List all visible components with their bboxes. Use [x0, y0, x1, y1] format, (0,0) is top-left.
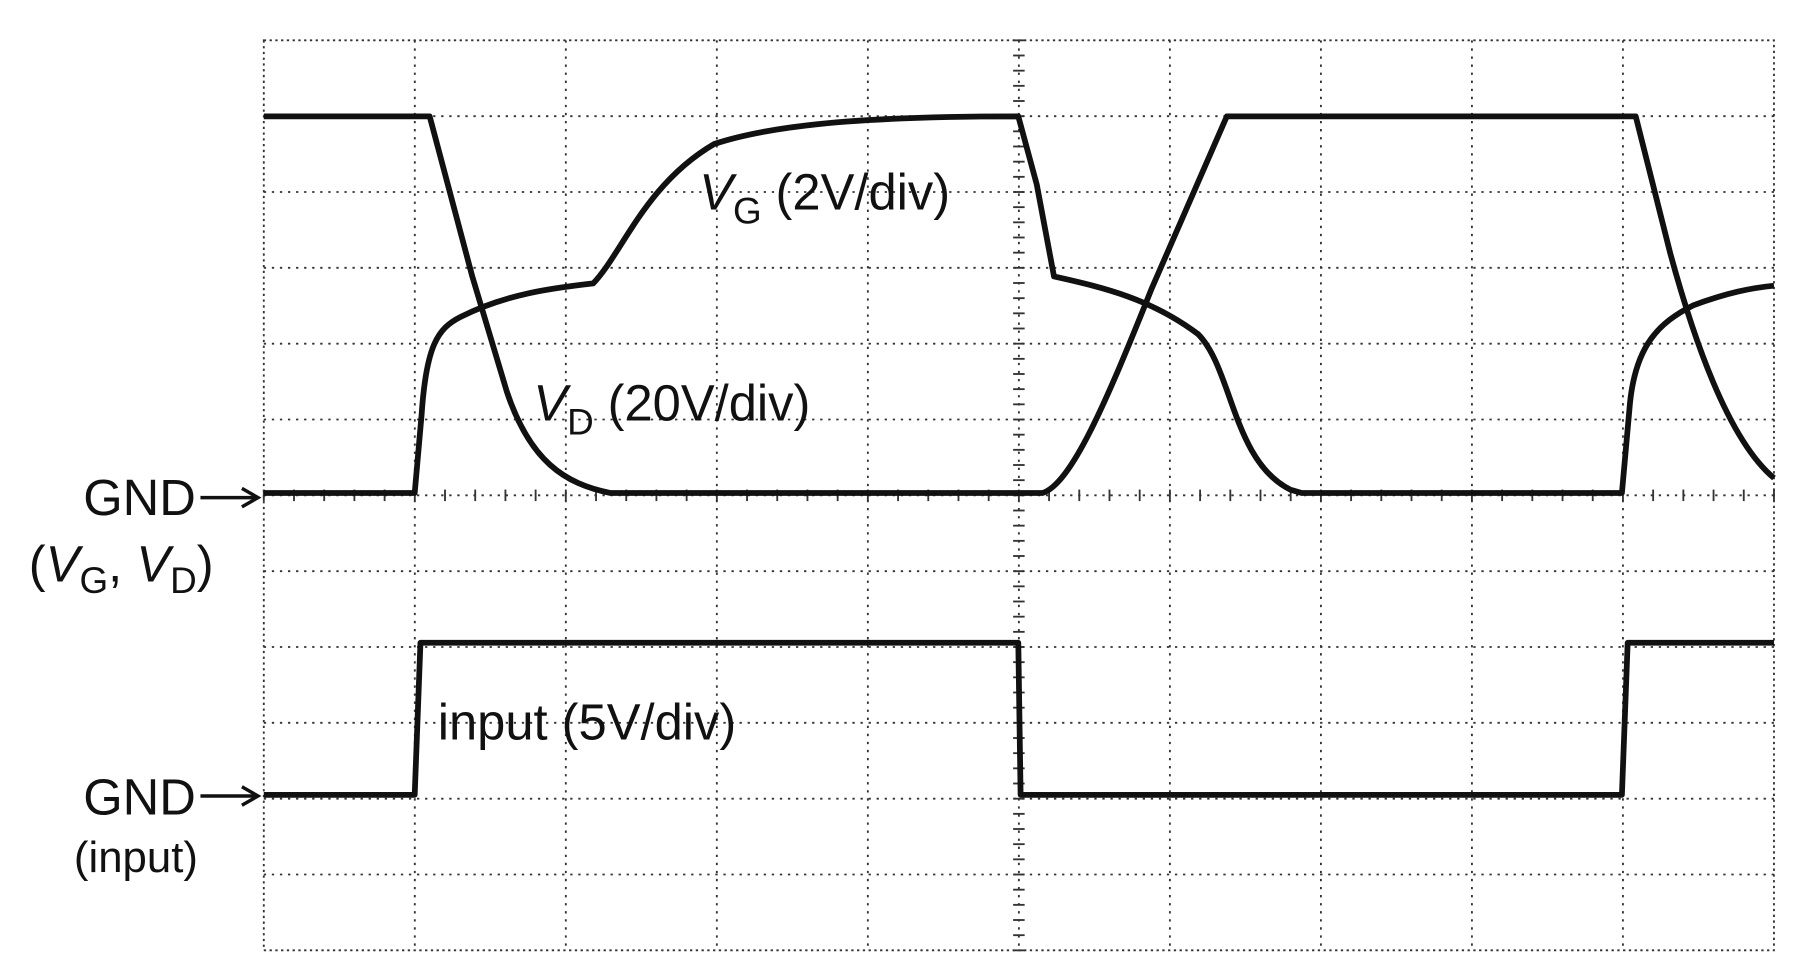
paren: (	[29, 536, 46, 593]
vg-label: VG (2V/div)	[699, 164, 950, 232]
vd-subscript: D	[567, 401, 594, 442]
vg-trace	[263, 113, 1775, 496]
gnd-bottom-arrow	[200, 785, 262, 807]
gnd-bottom-note: (input)	[74, 833, 198, 882]
v-symbol: V	[46, 536, 84, 593]
gnd-top-label: GND	[83, 469, 196, 526]
subscript: D	[170, 560, 197, 601]
input-label: input (5V/div)	[438, 694, 737, 751]
subscript: G	[79, 560, 108, 601]
vd-label: VD (20V/div)	[533, 374, 810, 442]
vg-scale: (2V/div)	[776, 164, 951, 221]
input-trace	[263, 639, 1774, 798]
gnd-top-arrow	[200, 486, 262, 509]
vd-trace	[263, 113, 1776, 496]
paren: )	[197, 536, 214, 593]
vd-symbol: V	[533, 374, 571, 431]
separator: ,	[108, 536, 136, 593]
vg-subscript: G	[733, 190, 762, 231]
vg-symbol: V	[699, 164, 737, 221]
gnd-bottom-label: GND	[83, 768, 196, 825]
gnd-top-note: (VG, VD)	[29, 536, 214, 602]
grid	[262, 39, 1775, 952]
vd-scale: (20V/div)	[608, 374, 811, 431]
v-symbol: V	[136, 536, 174, 593]
